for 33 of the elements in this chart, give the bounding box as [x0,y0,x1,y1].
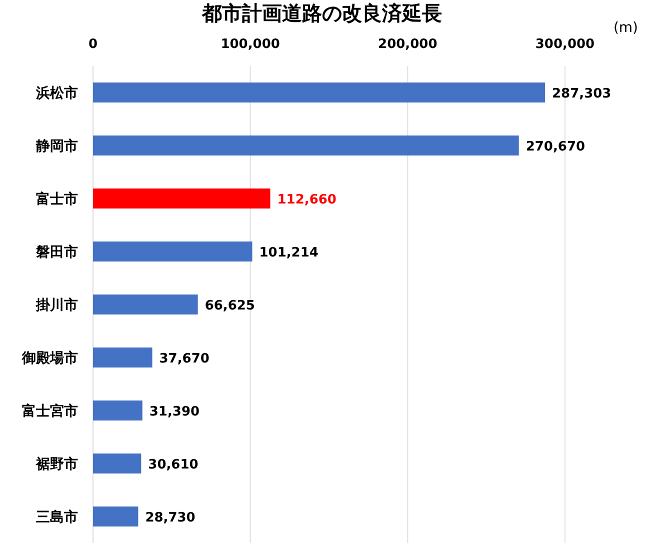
y-tick-label: 富士宮市 [22,402,78,420]
data-label: 270,670 [526,140,586,154]
y-tick-label: 掛川市 [35,296,78,314]
x-tick-label: 0 [88,37,98,52]
chart-title: 都市計画道路の改良済延長 [201,1,442,25]
data-label: 31,390 [149,404,200,420]
y-tick-label: 静岡市 [35,138,78,154]
bar [93,294,198,314]
data-label: 287,303 [552,86,612,102]
data-label: 112,660 [277,192,336,208]
data-label: 101,214 [259,246,318,260]
data-label: 66,625 [204,298,255,314]
y-tick-label: 磐田市 [35,244,78,260]
y-tick-label: 浜松市 [35,84,78,102]
y-tick-label: 富士市 [36,190,78,208]
y-tick-label: 御殿場市 [21,350,78,366]
bar [93,400,142,420]
x-tick-label: 300,000 [535,37,595,52]
bar [93,136,519,156]
data-label: 37,670 [159,352,210,366]
x-tick-label: 200,000 [378,37,438,52]
bar [93,242,252,262]
y-tick-label: 三島市 [36,508,78,526]
data-label: 28,730 [145,510,196,526]
bar [93,454,142,474]
y-tick-label: 裾野市 [35,456,78,472]
bar [93,188,270,208]
x-tick-label: 100,000 [220,37,280,52]
bar [93,506,138,526]
x-axis-title: (m) [613,20,638,36]
bar [93,348,152,368]
data-label: 30,610 [148,458,198,472]
bar [93,82,546,102]
